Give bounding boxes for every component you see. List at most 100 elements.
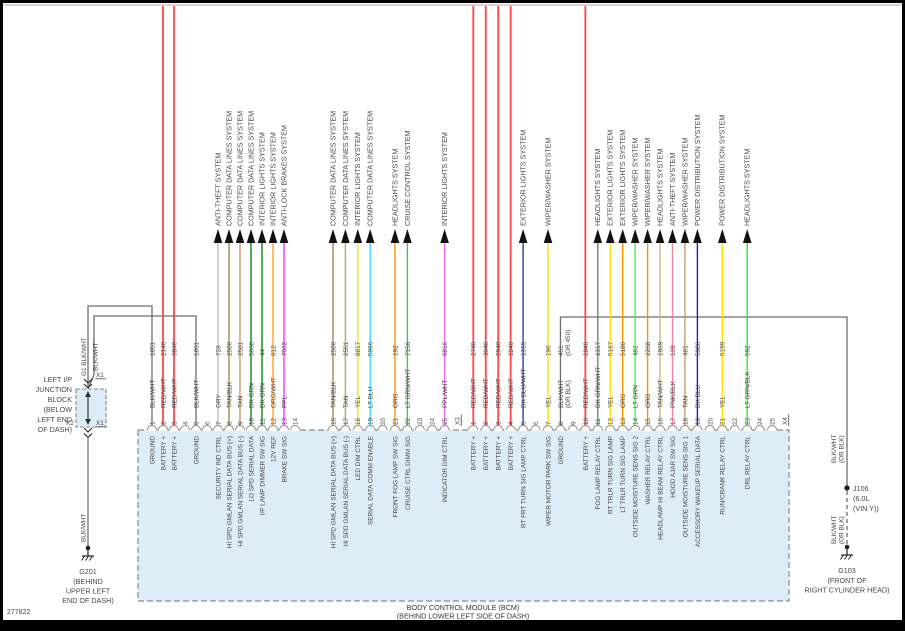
pin-number: 19 (368, 417, 375, 425)
destination-system-label: EXTERIOR LIGHTS SYSTEM (519, 130, 528, 226)
pin-function-label: 12V REF (270, 436, 277, 462)
pin-number: 19 (695, 417, 702, 425)
circuit-number-label: 109 (670, 345, 677, 356)
circuit-number-label: 5986 (695, 341, 702, 356)
wire-color-alt-label: (OR BLK) (839, 516, 846, 544)
pin-function-label: BATTERY + (160, 436, 167, 471)
circuit-number-label: 5199 (720, 341, 727, 356)
pin-bump (679, 425, 690, 431)
wire-color-label: BLK/WHT (831, 515, 838, 544)
pin-number: 10 (248, 417, 255, 425)
pin-number: 15 (645, 417, 652, 425)
wire-color-label: PPL (281, 395, 288, 408)
pin-function-label: BATTERY + (171, 436, 178, 471)
destination-system-label: POWER DISTRIBUTION SYSTEM (718, 115, 727, 226)
pin-function-label: FOG LAMP RELAY CTRL (595, 436, 602, 510)
pin-function-label: GROUND (558, 436, 565, 465)
junction-block-label: (BELOW (44, 405, 73, 414)
pin-function-label: SERIAL DATA COMM ENABLE (368, 436, 375, 525)
offpage-arrowhead (341, 229, 350, 243)
pin-number: 23 (417, 417, 424, 425)
pin-function-label: HEADLAMP HI BEAM RELAY CTRL (657, 436, 664, 540)
pin-number: 11 (259, 418, 266, 425)
wire-color-label: RED/WHT (583, 378, 590, 408)
circuit-number-label: 7062 (281, 341, 288, 356)
pin-bump (530, 425, 541, 431)
ground-id: G201 (79, 567, 97, 576)
wire-color-label: YEL (545, 395, 552, 408)
pin-number: 24 (757, 417, 764, 425)
wire-color-label: RED/WHT (171, 378, 178, 408)
wire-color-label: BLK/WHT (93, 342, 100, 371)
connector-id-label: X1 (96, 372, 104, 379)
pin-function-label: BATTERY + (471, 436, 478, 471)
connector-chevron (83, 427, 93, 433)
pin-number: 6 (533, 421, 540, 425)
circuit-number-label: 3840 (171, 341, 178, 356)
circuit-number-label: 2500 (226, 341, 233, 356)
pin-bump (235, 425, 245, 431)
offpage-arrowhead (365, 229, 375, 243)
circuit-number-label: 5060 (248, 341, 255, 356)
destination-system-label: ANTI-LOCK BRAKES SYSTEM (279, 125, 288, 226)
destination-system-label: COMPUTER DATA LINES SYSTEM (328, 111, 337, 226)
destination-system-label: INTERIOR LIGHTS SYSTEM (257, 132, 266, 226)
pin-bump (279, 425, 289, 431)
ground-wire-to-j106 (559, 316, 848, 486)
pin-bump (505, 425, 516, 431)
connector-id-label: X3 (454, 417, 461, 425)
destination-system-label: EXTERIOR LIGHTS SYSTEM (606, 130, 615, 226)
wire-color-label: RED/WHT (160, 378, 167, 408)
offpage-arrowhead (618, 229, 627, 243)
pin-number: 1 (149, 421, 156, 425)
offpage-arrowhead (403, 229, 412, 243)
pin-bump (180, 425, 190, 431)
offpage-arrowhead (213, 229, 223, 243)
wire-color-label: ORG (392, 393, 399, 408)
circuit-number-label: 5186 (620, 341, 627, 356)
pin-bump (717, 425, 728, 431)
wire-color-label: DK BLU (695, 385, 702, 408)
pin-number: 22 (732, 417, 739, 425)
wire-color-label: GRY (215, 394, 222, 408)
circuit-number-label: 3040 (483, 341, 490, 356)
offpage-arrowhead (224, 229, 234, 243)
wire-color-label: ORG (645, 393, 652, 408)
pin-bump (605, 425, 616, 431)
offpage-arrowhead (718, 229, 727, 243)
pin-number: 14 (292, 417, 299, 425)
circuit-number-label: 196 (545, 345, 552, 356)
junction-block-label: LEFT I/P (44, 375, 72, 384)
g201-ground-symbol-hatch (81, 555, 85, 561)
pin-bump (742, 425, 753, 431)
pin-function-label: RUN/CRANK RELAY CTRL (720, 436, 727, 515)
bcm-caption-1: BODY CONTROL MODULE (BCM) (407, 603, 520, 612)
pin-function-label: ACCESSORY WAKEUP SERIAL DATA (695, 435, 702, 547)
junction-block-label: BLOCK (48, 395, 73, 404)
ground-location: (FRONT OF (828, 576, 868, 585)
pin-number: 25 (442, 417, 449, 425)
pin-function-label: BRAKE SW SIG (281, 436, 288, 483)
pin-bump (414, 425, 425, 431)
g103-ground-symbol-hatch (840, 554, 844, 560)
bcm-caption-2: (BEHIND LOWER LEFT SIDE OF DASH) (397, 612, 529, 621)
doc-number: 277822 (7, 609, 30, 616)
pin-bump (439, 425, 450, 431)
destination-system-label: HEADLIGHTS SYSTEM (655, 149, 664, 226)
pin-number: 21 (392, 417, 399, 425)
pin-number: 24 (430, 417, 437, 425)
junction-block-box (75, 388, 107, 428)
pin-bump (729, 425, 740, 431)
bcm-box (137, 429, 790, 602)
pin-bump (555, 425, 566, 431)
destination-system-label: COMPUTER DATA LINES SYSTEM (246, 111, 255, 226)
pin-function-label: HI SPD GMLAN SERIAL DATA BUS (+) (330, 436, 337, 548)
pin-number: 12 (270, 417, 277, 425)
circuit-number-label: 192 (392, 345, 399, 356)
pin-function-label: LED DIM CTRL (355, 436, 362, 481)
wire-color-label: RED/WHT (483, 378, 490, 408)
pin-bump (592, 425, 603, 431)
pin-function-label: BATTERY + (483, 436, 490, 471)
wire-color-label: LT GRN/BLK (745, 371, 752, 408)
offpage-arrowhead (668, 229, 677, 243)
